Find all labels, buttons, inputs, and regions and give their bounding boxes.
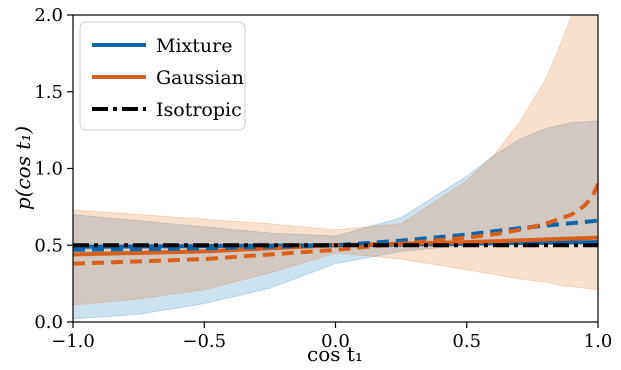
legend-box (79, 21, 246, 131)
x-tick-label: 1.0 (584, 331, 613, 352)
y-tick-label: 0.5 (34, 235, 63, 256)
legend-label-mixture: Mixture (156, 35, 232, 57)
x-tick-label: −0.5 (182, 331, 226, 352)
series-lines (73, 183, 598, 266)
band-gaussian (73, 15, 598, 306)
band-mixture (73, 120, 598, 320)
x-axis-label: cos t₁ (307, 342, 363, 366)
y-axis-label: p(cos t₁) (11, 126, 35, 210)
y-tick-label: 2.0 (34, 5, 63, 26)
y-axis-ticks: 0.0 0.5 1.0 1.5 2.0 (34, 5, 73, 333)
legend: Mixture Gaussian Isotropic (79, 21, 246, 131)
y-tick-label: 0.0 (34, 312, 63, 333)
y-tick-label: 1.0 (34, 159, 63, 180)
x-tick-label: 0.0 (321, 331, 350, 352)
legend-label-isotropic: Isotropic (156, 99, 242, 121)
confidence-bands (73, 15, 598, 320)
y-tick-label: 1.5 (34, 82, 63, 103)
x-tick-label: 0.5 (452, 331, 481, 352)
x-tick-label: −1.0 (51, 331, 95, 352)
legend-label-gaussian: Gaussian (156, 67, 244, 89)
x-axis-ticks: −1.0 −0.5 0.0 0.5 1.0 (51, 322, 612, 352)
line-gaussian-dashed (73, 183, 598, 266)
